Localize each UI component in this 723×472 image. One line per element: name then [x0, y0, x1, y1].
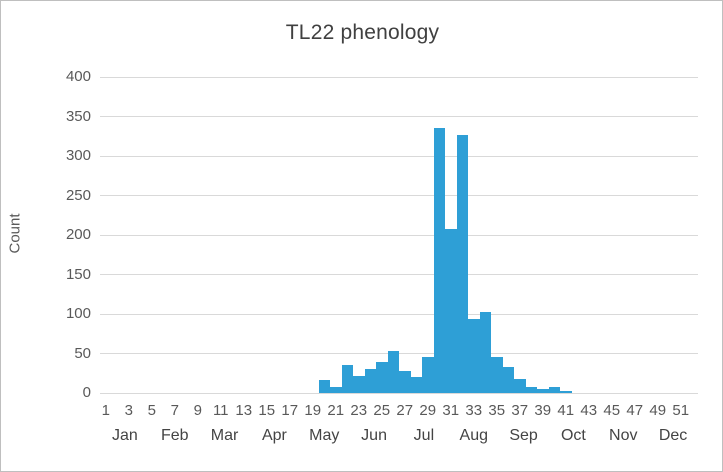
x-tick-label-41: 41	[557, 402, 575, 419]
x-tick-label-3: 3	[124, 402, 133, 419]
month-label-apr: Apr	[261, 427, 287, 444]
month-label-aug: Aug	[459, 427, 488, 444]
y-tick-label-400: 400	[65, 68, 91, 85]
x-tick-label-39: 39	[534, 402, 552, 419]
month-label-feb: Feb	[160, 427, 189, 444]
x-tick-label-5: 5	[147, 402, 156, 419]
bar-week-24	[364, 369, 376, 393]
bar-week-22	[341, 364, 353, 393]
y-tick-label-250: 250	[65, 186, 91, 204]
x-tick-label-1: 1	[101, 402, 110, 419]
bar-week-33	[468, 318, 480, 393]
bar-week-38	[525, 386, 537, 393]
month-label-jul: Jul	[413, 427, 435, 444]
x-tick-label-43: 43	[580, 402, 598, 419]
x-tick-label-49: 49	[649, 402, 667, 419]
x-tick-label-29: 29	[419, 402, 437, 419]
x-tick-label-11: 11	[212, 402, 229, 419]
bar-week-34	[479, 311, 491, 393]
month-label-may: May	[309, 427, 340, 444]
gridline-y-200	[100, 234, 698, 236]
bar-week-41	[560, 390, 572, 393]
x-tick-label-33: 33	[465, 402, 483, 419]
month-label-jun: Jun	[361, 427, 387, 444]
month-label-dec: Dec	[658, 427, 688, 444]
gridline-y-400	[100, 76, 698, 78]
x-tick-label-27: 27	[396, 402, 414, 419]
bar-week-25	[376, 362, 388, 393]
x-tick-label-25: 25	[373, 402, 391, 419]
gridline-y-150	[100, 274, 698, 275]
x-tick-label-35: 35	[488, 402, 506, 419]
x-tick-label-51: 51	[672, 402, 690, 419]
x-tick-label-37: 37	[511, 402, 529, 419]
bar-week-32	[456, 135, 468, 393]
bar-week-39	[537, 389, 549, 393]
x-tick-label-9: 9	[193, 402, 202, 419]
x-tick-label-19: 19	[304, 402, 322, 419]
bar-week-28	[410, 377, 422, 393]
month-label-mar: Mar	[210, 427, 239, 444]
x-tick-label-17: 17	[281, 402, 299, 419]
gridline-y-250	[100, 195, 698, 196]
x-tick-label-31: 31	[442, 402, 460, 419]
x-tick-label-23: 23	[350, 402, 368, 419]
gridline-y-300	[100, 155, 698, 157]
chart-title: TL22 phenology	[285, 21, 440, 44]
bar-week-31	[445, 228, 457, 393]
gridline-y-0	[100, 392, 698, 394]
x-tick-label-15: 15	[258, 402, 276, 419]
y-tick-label-0: 0	[82, 384, 91, 401]
bar-week-27	[399, 370, 411, 393]
month-label-nov: Nov	[609, 427, 638, 444]
month-label-sep: Sep	[509, 427, 538, 444]
bar-week-40	[548, 387, 560, 393]
gridline-y-100	[100, 313, 698, 315]
plot-area	[100, 76, 698, 394]
y-tick-label-150: 150	[65, 265, 91, 283]
y-tick-label-50: 50	[74, 344, 91, 362]
bar-week-37	[514, 378, 526, 393]
y-tick-label-300: 300	[65, 147, 91, 164]
bar-week-26	[387, 351, 399, 393]
y-tick-label-350: 350	[65, 107, 91, 125]
bar-week-30	[433, 127, 445, 393]
gridline-y-350	[100, 116, 698, 117]
bar-week-20	[318, 379, 330, 393]
x-tick-label-45: 45	[603, 402, 621, 419]
y-tick-label-200: 200	[65, 226, 91, 243]
bar-week-35	[491, 356, 503, 393]
bar-week-29	[422, 356, 434, 393]
month-label-jan: Jan	[112, 427, 138, 444]
y-tick-label-100: 100	[65, 305, 91, 322]
bar-week-23	[353, 375, 365, 393]
bar-week-21	[330, 386, 342, 393]
month-label-oct: Oct	[560, 427, 586, 444]
x-tick-label-21: 21	[327, 402, 345, 419]
bar-week-36	[502, 366, 514, 393]
x-tick-label-47: 47	[626, 402, 644, 419]
x-tick-label-13: 13	[235, 402, 253, 419]
y-axis-title: Count	[6, 213, 24, 254]
x-tick-label-7: 7	[170, 402, 179, 419]
gridline-y-50	[100, 353, 698, 354]
